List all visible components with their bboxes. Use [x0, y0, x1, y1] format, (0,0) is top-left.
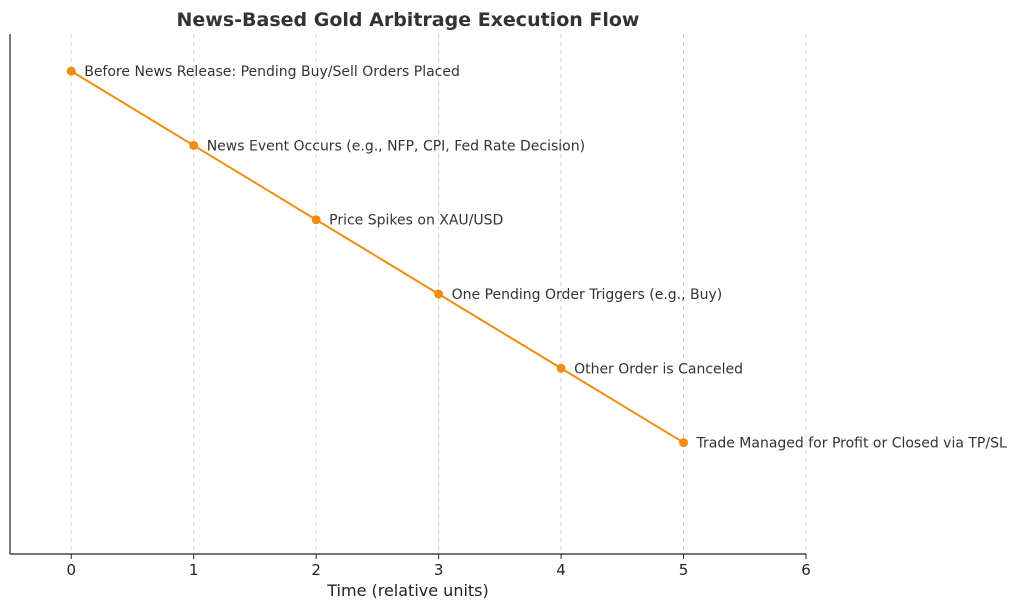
- data-point-1: [189, 140, 199, 150]
- data-label-5: Trade Managed for Profit or Closed via T…: [696, 436, 1007, 452]
- x-tick-label-4: 4: [556, 561, 566, 579]
- axes: [9, 34, 806, 555]
- chart-title: News-Based Gold Arbitrage Execution Flow: [177, 9, 640, 31]
- data-label-1: News Event Occurs (e.g., NFP, CPI, Fed R…: [207, 138, 585, 154]
- data-label-2: Price Spikes on XAU/USD: [329, 213, 503, 229]
- data-point-2: [311, 215, 321, 225]
- data-point-3: [434, 289, 444, 299]
- data-label-4: Other Order is Canceled: [574, 361, 743, 377]
- series-line-0: [70, 70, 685, 444]
- data-point-4: [556, 363, 566, 373]
- x-tick-label-5: 5: [679, 561, 689, 579]
- x-tick-label-6: 6: [801, 561, 811, 579]
- data-label-3: One Pending Order Triggers (e.g., Buy): [452, 287, 723, 303]
- x-ticks: 0 1 2 3 4 5 6: [66, 554, 811, 579]
- data-point-5: [679, 438, 689, 448]
- x-tick-label-1: 1: [189, 561, 199, 579]
- x-tick-label-2: 2: [311, 561, 321, 579]
- data-label-0: Before News Release: Pending Buy/Sell Or…: [84, 64, 460, 80]
- series: [66, 66, 689, 448]
- x-tick-label-0: 0: [66, 561, 76, 579]
- data-point-0: [66, 66, 76, 76]
- x-axis-label: Time (relative units): [326, 581, 489, 600]
- x-tick-label-3: 3: [434, 561, 444, 579]
- point-labels: Before News Release: Pending Buy/Sell Or…: [84, 64, 1007, 451]
